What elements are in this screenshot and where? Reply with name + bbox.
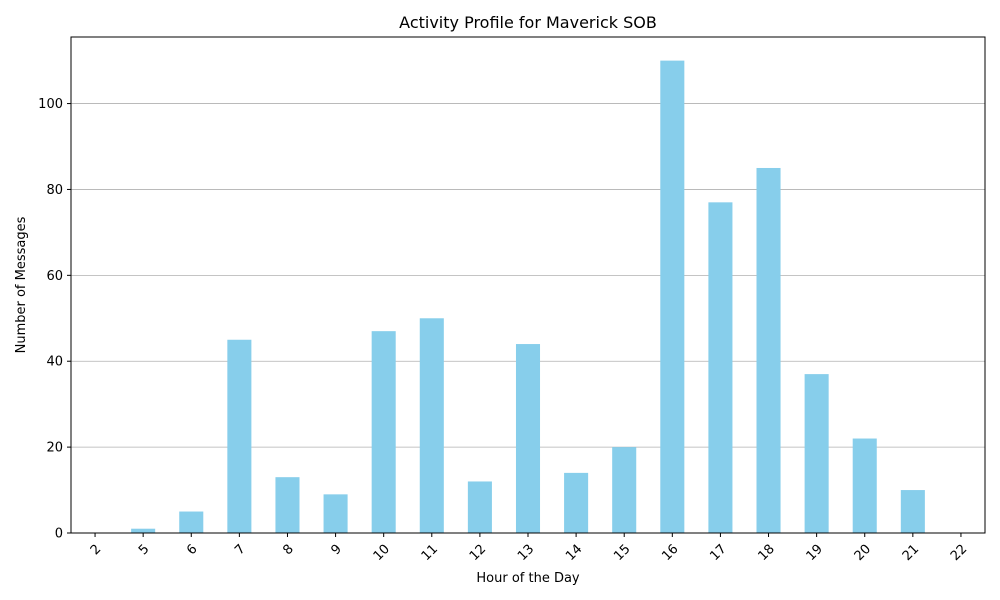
x-tick-label: 21 (900, 542, 922, 564)
bar (804, 374, 829, 533)
bar (131, 528, 156, 533)
bar (515, 344, 541, 533)
y-tick-label: 60 (46, 269, 63, 284)
bar (660, 60, 685, 533)
x-tick-label: 8 (280, 542, 296, 558)
y-axis-label: Number of Messages (14, 216, 29, 353)
x-tick-label: 5 (136, 542, 152, 558)
x-tick-label: 13 (515, 542, 537, 564)
x-tick-label: 11 (419, 542, 441, 564)
bar (708, 202, 733, 534)
y-tick-label: 80 (46, 183, 63, 198)
bar (179, 511, 204, 533)
bar (852, 438, 877, 533)
x-tick-label: 10 (371, 542, 393, 564)
x-tick-label: 15 (611, 542, 633, 564)
x-tick-label: 18 (756, 542, 778, 564)
y-axis-ticks: 0 20 40 60 80 100 (38, 97, 71, 542)
bar (227, 339, 252, 533)
bar (371, 331, 396, 533)
bar (564, 472, 589, 533)
bar (275, 477, 300, 533)
x-axis-ticks: 2 5 6 7 8 9 10 11 12 13 14 15 16 17 18 19 20 21 22 (88, 533, 970, 564)
x-tick-label: 12 (467, 542, 489, 564)
x-tick-label: 7 (232, 542, 248, 558)
x-tick-label: 14 (563, 542, 585, 564)
x-tick-label: 19 (804, 542, 826, 564)
bar (612, 447, 637, 533)
y-tick-label: 100 (38, 97, 63, 112)
bar (467, 481, 492, 533)
y-tick-label: 0 (55, 527, 63, 542)
x-tick-label: 2 (88, 542, 104, 558)
bars (131, 60, 925, 534)
x-tick-label: 16 (659, 542, 681, 564)
x-tick-label: 17 (707, 542, 729, 564)
chart-title: Activity Profile for Maverick SOB (399, 13, 657, 32)
y-tick-label: 40 (46, 355, 63, 370)
bar (900, 490, 925, 533)
y-tick-label: 20 (46, 441, 63, 456)
bar (323, 494, 348, 533)
x-tick-label: 20 (852, 542, 874, 564)
x-axis-label: Hour of the Day (476, 571, 580, 586)
bar (756, 167, 781, 534)
x-tick-label: 9 (328, 542, 344, 558)
x-tick-label: 6 (184, 542, 200, 558)
x-tick-label: 22 (948, 542, 970, 564)
bar (419, 318, 444, 533)
